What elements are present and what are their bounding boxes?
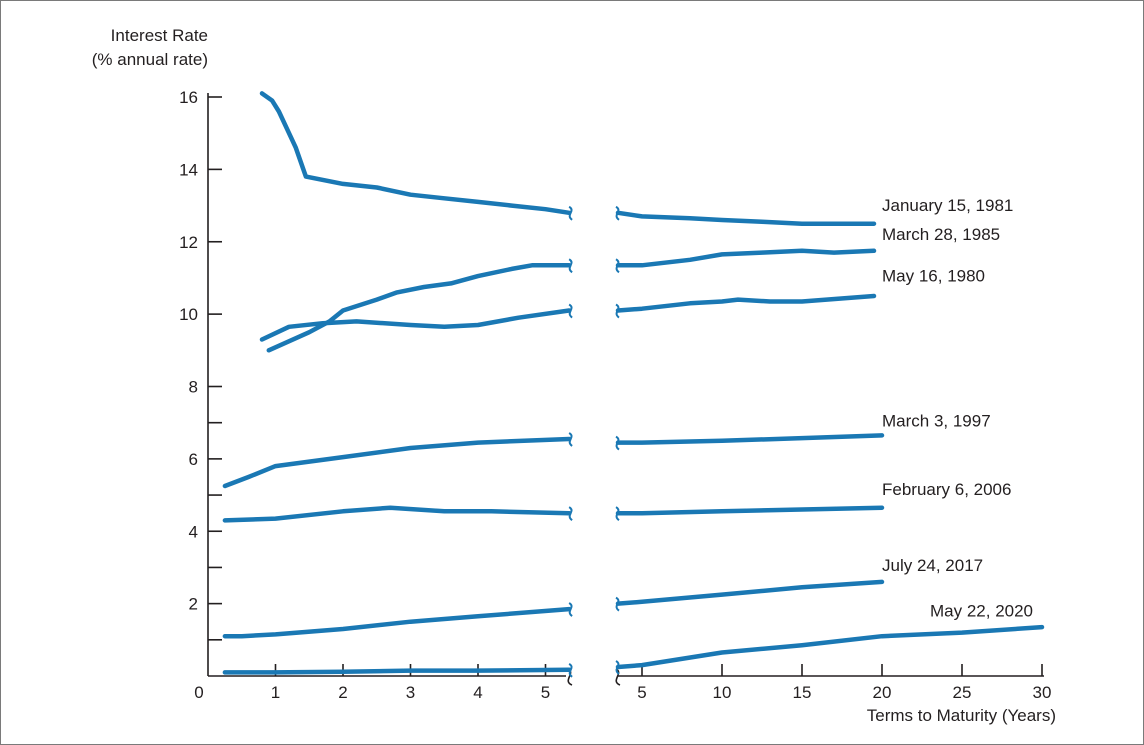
series-line-right-march-3-1997 — [615, 433, 885, 445]
series-line-left-january-15-1981 — [259, 91, 572, 216]
x-tick-label: 25 — [953, 683, 972, 702]
y-tick-label: 14 — [179, 160, 198, 179]
x-tick-label: 1 — [271, 683, 280, 702]
y-axis-title-line1: Interest Rate — [111, 26, 208, 45]
y-tick-label: 12 — [179, 233, 198, 252]
series-line-right-may-16-1980 — [615, 293, 877, 313]
break-mark-right — [615, 596, 620, 612]
y-tick-label: 2 — [189, 595, 198, 614]
series-label-march-3-1997: March 3, 1997 — [882, 411, 991, 430]
x-tick-label: 20 — [873, 683, 892, 702]
break-mark-right — [615, 660, 620, 675]
series-line-left-february-6-2006 — [222, 505, 572, 523]
x-tick-label: 10 — [713, 683, 732, 702]
x-tick-label: 4 — [473, 683, 482, 702]
series-label-may-22-2020: May 22, 2020 — [930, 601, 1033, 620]
series-line-right-february-6-2006 — [615, 505, 885, 516]
x-tick-label: 5 — [637, 683, 646, 702]
y-axis-title-line2: (% annual rate) — [92, 50, 208, 69]
x-axis-title: Terms to Maturity (Years) — [867, 706, 1056, 725]
series-label-february-6-2006: February 6, 2006 — [882, 480, 1011, 499]
y-tick-label: 10 — [179, 305, 198, 324]
series-line-right-july-24-2017 — [615, 579, 885, 606]
break-mark-right — [615, 506, 620, 521]
y-tick-label: 6 — [189, 450, 198, 469]
x-tick-label: 15 — [793, 683, 812, 702]
series-layer — [222, 91, 1045, 678]
break-mark-left — [568, 432, 573, 447]
x-tick-label: 3 — [406, 683, 415, 702]
series-line-left-july-24-2017 — [222, 606, 572, 639]
series-line-left-may-16-1980 — [259, 308, 572, 342]
x-tick-label: 0 — [194, 683, 203, 702]
series-line-right-march-28-1985 — [615, 248, 877, 268]
x-tick-label: 2 — [338, 683, 347, 702]
break-mark-left — [568, 506, 573, 521]
break-mark-right — [615, 435, 620, 451]
series-line-right-january-15-1981 — [615, 210, 877, 226]
series-line-left-may-22-2020 — [222, 667, 572, 675]
y-tick-label: 4 — [189, 522, 198, 541]
y-tick-label: 16 — [179, 88, 198, 107]
y-tick-label: 8 — [189, 378, 198, 397]
x-tick-label: 30 — [1033, 683, 1052, 702]
series-label-march-28-1985: March 28, 1985 — [882, 225, 1000, 244]
break-mark-left — [568, 602, 573, 617]
break-mark-left — [568, 205, 573, 221]
series-label-july-24-2017: July 24, 2017 — [882, 556, 983, 575]
break-mark-right — [615, 258, 620, 274]
break-mark-left — [568, 662, 573, 678]
break-mark-left — [568, 258, 573, 274]
series-label-may-16-1980: May 16, 1980 — [882, 267, 985, 286]
series-line-left-march-3-1997 — [222, 436, 572, 489]
series-label-layer: January 15, 1981 March 28, 1985 May 16, 19… — [882, 196, 1033, 620]
series-line-right-may-22-2020 — [615, 624, 1045, 670]
break-mark-right — [615, 303, 620, 319]
break-mark-right — [615, 205, 620, 221]
series-line-left-march-28-1985 — [266, 263, 572, 353]
series-label-january-15-1981: January 15, 1981 — [882, 196, 1013, 215]
break-mark-left — [568, 303, 573, 319]
x-tick-label: 5 — [541, 683, 550, 702]
